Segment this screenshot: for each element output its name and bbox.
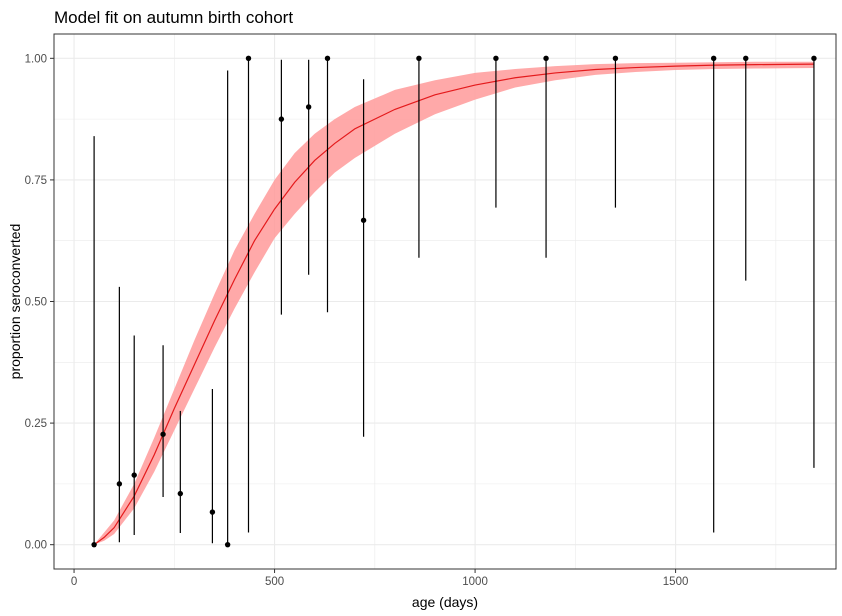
y-axis-title: proportion seroconverted bbox=[7, 224, 23, 380]
x-axis-ticks: 0 500 1000 1500 bbox=[71, 569, 689, 588]
data-point bbox=[278, 116, 285, 122]
data-point bbox=[416, 55, 422, 62]
y-axis-ticks: 0.00 0.25 0.50 0.75 1.00 bbox=[25, 53, 54, 552]
fit-confidence-ribbon bbox=[94, 61, 814, 545]
data-point bbox=[493, 55, 499, 62]
data-point bbox=[91, 541, 97, 548]
y-tick-label: 0.25 bbox=[25, 418, 47, 430]
data-point bbox=[743, 55, 749, 62]
grid-lines bbox=[54, 34, 836, 569]
data-point bbox=[324, 55, 331, 62]
data-point bbox=[224, 541, 231, 548]
data-point bbox=[543, 55, 549, 62]
y-tick-label: 0.75 bbox=[25, 175, 47, 187]
data-point bbox=[612, 55, 619, 62]
data-point bbox=[177, 490, 184, 497]
fit-ribbon-group bbox=[94, 61, 814, 545]
data-point bbox=[209, 509, 216, 515]
data-point bbox=[305, 104, 312, 110]
y-tick-label: 0.50 bbox=[25, 297, 47, 309]
x-tick-label: 1500 bbox=[663, 576, 689, 588]
data-point bbox=[116, 481, 123, 487]
data-point bbox=[160, 431, 166, 437]
data-point bbox=[710, 55, 717, 62]
data-point bbox=[245, 55, 252, 62]
chart-title: Model fit on autumn birth cohort bbox=[54, 8, 293, 27]
x-tick-label: 0 bbox=[71, 576, 77, 588]
data-point bbox=[360, 217, 367, 223]
data-point bbox=[811, 55, 817, 62]
x-tick-label: 500 bbox=[265, 576, 284, 588]
fit-line-group bbox=[93, 63, 814, 546]
x-tick-label: 1000 bbox=[462, 576, 488, 588]
x-axis-title: age (days) bbox=[412, 594, 478, 610]
data-points bbox=[91, 55, 817, 548]
y-tick-label: 1.00 bbox=[25, 53, 47, 65]
data-point bbox=[131, 472, 137, 478]
fit-line bbox=[93, 63, 814, 546]
y-tick-label: 0.00 bbox=[25, 540, 47, 552]
error-bars bbox=[93, 58, 815, 545]
